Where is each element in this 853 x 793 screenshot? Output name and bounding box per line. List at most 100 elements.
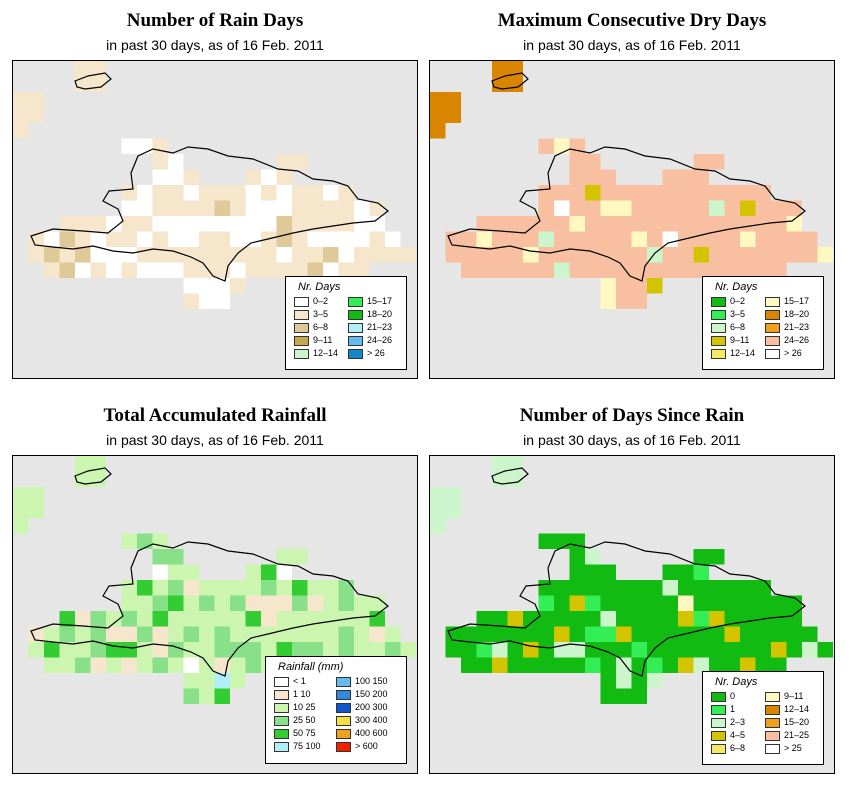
grid-cell: [354, 262, 370, 278]
grid-cell: [693, 185, 709, 201]
grid-cell: [585, 626, 601, 642]
coastline: [447, 146, 806, 282]
grid-cell: [616, 673, 632, 689]
grid-cell: [740, 626, 756, 642]
grid-cell: [585, 611, 601, 627]
grid-cell: [323, 247, 339, 263]
legend-label: < 1: [293, 676, 306, 686]
grid-cell: [276, 185, 292, 201]
legend-swatch: [765, 705, 780, 715]
grid-cell: [616, 216, 632, 232]
grid-cell: [230, 611, 246, 627]
panel-dry-days: Maximum Consecutive Dry Days in past 30 …: [427, 0, 837, 390]
grid-cell: [121, 642, 137, 658]
grid-cell: [199, 626, 215, 642]
grid-cell: [183, 200, 199, 216]
grid-cell: [261, 169, 277, 185]
grid-cell: [400, 642, 416, 658]
grid-cell: [600, 626, 616, 642]
grid-cell: [59, 626, 75, 642]
grid-cell: [740, 216, 756, 232]
grid-cell: [214, 278, 230, 294]
grid-cell: [13, 123, 29, 139]
grid-cell: [631, 580, 647, 596]
grid-cell: [199, 642, 215, 658]
grid-cell: [445, 107, 461, 123]
legend-swatch: [765, 718, 780, 728]
legend-label: 10 25: [293, 702, 316, 712]
grid-cell: [28, 487, 44, 503]
legend-label: 50 75: [293, 728, 316, 738]
grid-cell: [724, 595, 740, 611]
legend-label: 400 600: [355, 728, 388, 738]
grid-cell: [802, 626, 818, 642]
grid-cell: [600, 262, 616, 278]
grid-cell: [662, 564, 678, 580]
grid-cell: [261, 185, 277, 201]
coastline: [30, 146, 389, 282]
grid-cell: [214, 216, 230, 232]
grid-cell: [369, 642, 385, 658]
grid-cell: [476, 626, 492, 642]
grid-cell: [214, 688, 230, 704]
grid-cell: [13, 487, 29, 503]
grid-cell: [59, 216, 75, 232]
legend-swatch: [711, 310, 726, 320]
grid-cell: [183, 595, 199, 611]
grid-cell: [183, 657, 199, 673]
grid-cell: [771, 247, 787, 263]
grid-cell: [569, 626, 585, 642]
grid-cell: [600, 185, 616, 201]
grid-cell: [137, 231, 153, 247]
grid-cell: [616, 293, 632, 309]
grid-cell: [385, 247, 401, 263]
grid-cell: [75, 657, 91, 673]
grid-cell: [369, 595, 385, 611]
legend-label: 24–26: [784, 335, 810, 345]
grid-cell: [755, 185, 771, 201]
grid-cell: [600, 580, 616, 596]
grid-cell: [75, 262, 91, 278]
grid-cell: [137, 200, 153, 216]
grid-cell: [183, 278, 199, 294]
grid-cell: [338, 185, 354, 201]
grid-cell: [569, 580, 585, 596]
grid-cell: [507, 657, 523, 673]
grid-cell: [523, 231, 539, 247]
grid-cell: [755, 262, 771, 278]
grid-cell: [199, 185, 215, 201]
grid-cell: [600, 200, 616, 216]
grid-cell: [755, 626, 771, 642]
grid-cell: [538, 611, 554, 627]
grid-cell: [152, 611, 168, 627]
grid-cell: [662, 657, 678, 673]
grid-cell: [152, 231, 168, 247]
grid-cell: [214, 247, 230, 263]
grid-cell: [554, 200, 570, 216]
legend-swatch: [765, 310, 780, 320]
grid-cell: [709, 154, 725, 170]
grid-cell: [121, 138, 137, 154]
grid-cell: [538, 595, 554, 611]
grid-cell: [354, 247, 370, 263]
grid-cell: [385, 231, 401, 247]
grid-cell: [585, 580, 601, 596]
grid-cell: [569, 200, 585, 216]
grid-cell: [214, 293, 230, 309]
grid-cell: [476, 611, 492, 627]
grid-cell: [400, 247, 416, 263]
grid-cell: [307, 185, 323, 201]
grid-cell: [59, 611, 75, 627]
grid-cell: [152, 185, 168, 201]
legend-swatch: [765, 297, 780, 307]
grid-cell: [678, 564, 694, 580]
grid-cell: [662, 642, 678, 658]
grid-cell: [28, 92, 44, 108]
grid-cell: [323, 611, 339, 627]
grid-cell: [90, 611, 106, 627]
grid-cell: [137, 216, 153, 232]
legend-swatch: [711, 323, 726, 333]
grid-cell: [245, 262, 261, 278]
grid-cell: [137, 611, 153, 627]
grid-cell: [276, 549, 292, 565]
